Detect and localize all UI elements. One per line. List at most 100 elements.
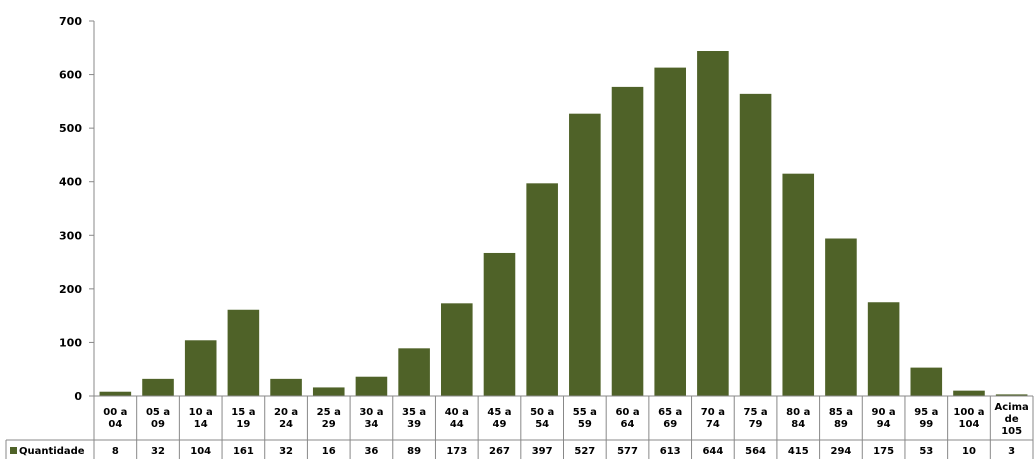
data-table-value: 32 — [151, 446, 165, 457]
data-table-value: 161 — [233, 446, 254, 457]
x-category-label: 75 a — [743, 407, 767, 418]
legend-label: Quantidade — [19, 446, 85, 457]
bar — [99, 391, 132, 396]
bar — [697, 51, 729, 396]
x-category-label: 14 — [194, 419, 208, 430]
y-tick-label: 0 — [74, 390, 82, 403]
data-table-value: 267 — [489, 446, 510, 457]
legend-swatch — [10, 447, 17, 454]
y-tick-label: 100 — [59, 336, 82, 349]
bar — [270, 378, 302, 396]
x-category-label: 19 — [236, 419, 250, 430]
x-category-label: 80 a — [786, 407, 810, 418]
data-table-value: 527 — [574, 446, 595, 457]
x-category-label: 44 — [450, 419, 464, 430]
x-category-label: Acima — [995, 402, 1029, 413]
x-category-label: 39 — [407, 419, 421, 430]
bar — [355, 376, 388, 396]
x-category-label: 70 a — [701, 407, 725, 418]
bar — [312, 387, 345, 396]
x-category-label: 105 — [1001, 426, 1022, 437]
x-category-label: 05 a — [146, 407, 170, 418]
x-category-label: 85 a — [829, 407, 853, 418]
x-category-label: 15 a — [231, 407, 255, 418]
data-table-value: 32 — [279, 446, 293, 457]
x-category-label: 94 — [877, 419, 891, 430]
y-tick-label: 700 — [59, 15, 82, 28]
x-category-label: 35 a — [402, 407, 426, 418]
x-category-label: 90 a — [872, 407, 896, 418]
data-table-value: 10 — [962, 446, 976, 457]
data-table-value: 104 — [190, 446, 211, 457]
x-category-label: 60 a — [615, 407, 639, 418]
x-category-label: 65 a — [658, 407, 682, 418]
bar — [782, 173, 815, 396]
x-category-label: 95 a — [914, 407, 938, 418]
bar — [995, 394, 1028, 396]
x-category-label: 74 — [706, 419, 720, 430]
x-category-label: 24 — [279, 419, 293, 430]
y-tick-label: 300 — [59, 229, 82, 242]
bar — [398, 348, 430, 396]
x-category-label: 69 — [663, 419, 677, 430]
data-table-value: 173 — [446, 446, 467, 457]
x-category-label: 99 — [919, 419, 933, 430]
x-category-label: 40 a — [445, 407, 469, 418]
x-category-label: 84 — [791, 419, 805, 430]
x-category-label: 59 — [578, 419, 592, 430]
x-category-label: 00 a — [103, 407, 127, 418]
x-category-label: 09 — [151, 419, 165, 430]
data-table-value: 8 — [112, 446, 119, 457]
bar — [611, 86, 644, 397]
data-table-value: 53 — [919, 446, 933, 457]
bar — [142, 378, 174, 396]
bar — [739, 93, 772, 396]
x-category-label: 49 — [493, 419, 507, 430]
x-category-label: 100 a — [953, 407, 984, 418]
data-table-value: 564 — [745, 446, 766, 457]
bar — [867, 302, 900, 396]
bar — [654, 67, 686, 396]
bar — [526, 183, 558, 396]
data-table-value: 294 — [830, 446, 851, 457]
x-category-label: de — [1005, 414, 1019, 425]
data-table-value: 613 — [660, 446, 681, 457]
x-category-label: 34 — [364, 419, 378, 430]
bar — [227, 309, 260, 396]
x-category-label: 50 a — [530, 407, 554, 418]
data-table-value: 397 — [532, 446, 553, 457]
bar — [569, 113, 601, 396]
bar — [483, 252, 516, 396]
x-category-label: 64 — [621, 419, 635, 430]
x-category-label: 30 a — [359, 407, 383, 418]
x-category-label: 29 — [322, 419, 336, 430]
x-category-label: 20 a — [274, 407, 298, 418]
y-tick-label: 200 — [59, 283, 82, 296]
x-category-label: 55 a — [573, 407, 597, 418]
bar — [910, 367, 943, 396]
x-category-label: 04 — [108, 419, 122, 430]
data-table-value: 3 — [1008, 446, 1015, 457]
bar — [184, 340, 217, 396]
data-table-value: 644 — [702, 446, 723, 457]
bar — [441, 303, 473, 396]
x-category-label: 45 a — [487, 407, 511, 418]
data-table-value: 577 — [617, 446, 638, 457]
data-table-value: 89 — [407, 446, 421, 457]
bar — [825, 238, 857, 396]
bar — [953, 390, 985, 396]
x-category-label: 25 a — [317, 407, 341, 418]
x-category-label: 89 — [834, 419, 848, 430]
data-table-value: 175 — [873, 446, 894, 457]
x-category-label: 79 — [749, 419, 763, 430]
y-tick-label: 600 — [59, 69, 82, 82]
x-category-label: 10 a — [189, 407, 213, 418]
data-table-value: 16 — [322, 446, 336, 457]
y-tick-label: 400 — [59, 176, 82, 189]
y-tick-label: 500 — [59, 122, 82, 135]
x-category-label: 104 — [959, 419, 980, 430]
data-table-value: 415 — [788, 446, 809, 457]
data-table-value: 36 — [364, 446, 378, 457]
x-category-label: 54 — [535, 419, 549, 430]
